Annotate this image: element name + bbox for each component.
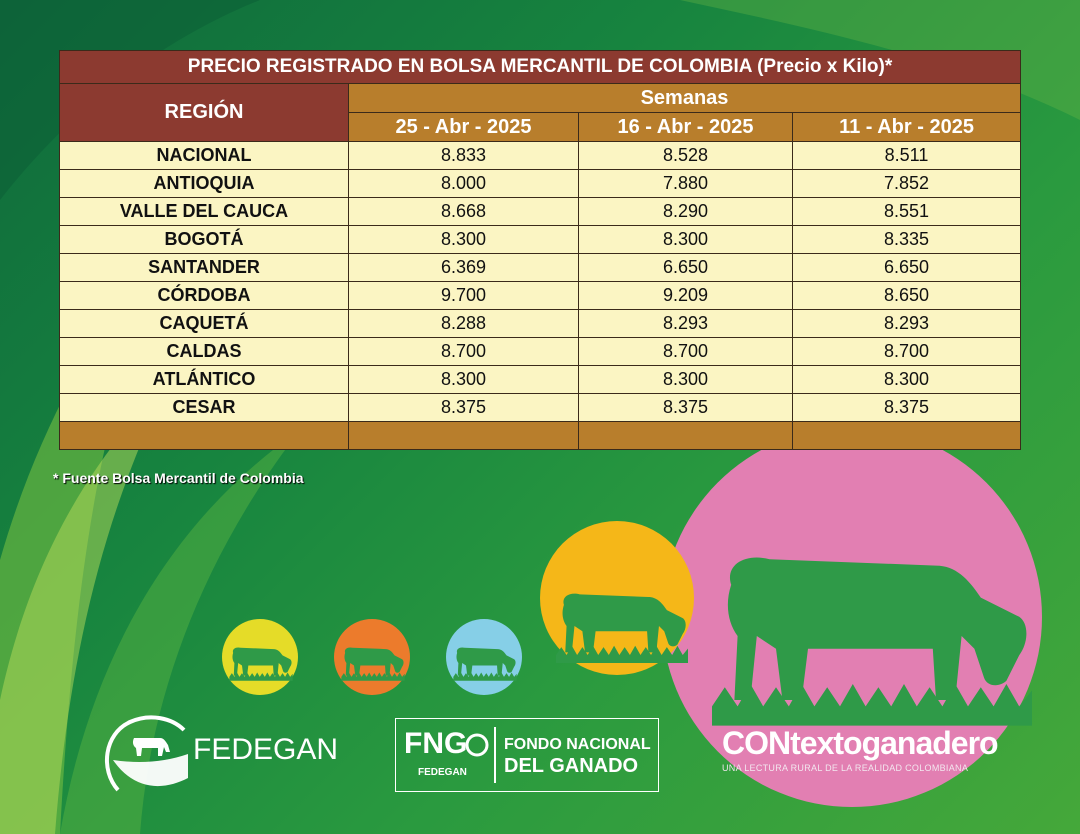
price-cell: 9.700 [348, 281, 579, 310]
price-cell: 8.300 [578, 365, 793, 394]
price-cell: 8.300 [791, 365, 1022, 394]
empty-cell [791, 421, 1022, 450]
price-cell: 8.375 [791, 393, 1022, 422]
price-cell: 8.375 [578, 393, 793, 422]
weeks-header: Semanas [347, 83, 1022, 113]
table-row: ATLÁNTICO 8.300 8.300 8.300 [59, 365, 1022, 394]
price-table: PRECIO REGISTRADO EN BOLSA MERCANTIL DE … [58, 50, 1022, 450]
fng-sub-text: FEDEGAN [418, 767, 467, 778]
date-header: 16 - Abr - 2025 [578, 112, 793, 142]
contexto-ganadero-tagline: UNA LECTURA RURAL DE LA REALIDAD COLOMBI… [722, 763, 969, 773]
price-cell: 8.293 [791, 309, 1022, 338]
region-cell: NACIONAL [59, 141, 349, 170]
price-cell: 8.700 [348, 337, 579, 366]
price-cell: 8.000 [348, 169, 579, 198]
price-cell: 8.375 [348, 393, 579, 422]
region-cell: ANTIOQUIA [59, 169, 349, 198]
table-title: PRECIO REGISTRADO EN BOLSA MERCANTIL DE … [58, 50, 1022, 84]
table-row: CAQUETÁ 8.288 8.293 8.293 [59, 309, 1022, 338]
price-cell: 7.880 [578, 169, 793, 198]
region-cell: SANTANDER [59, 253, 349, 282]
table-row: SANTANDER 6.369 6.650 6.650 [59, 253, 1022, 282]
empty-cell [348, 421, 579, 450]
region-cell: CALDAS [59, 337, 349, 366]
fng-name-line2: DEL GANADO [504, 755, 639, 777]
price-cell: 8.511 [791, 141, 1022, 170]
price-cell: 8.293 [578, 309, 793, 338]
price-cell: 6.369 [348, 253, 579, 282]
table-empty-row [59, 421, 1022, 450]
price-cell: 8.551 [791, 197, 1022, 226]
fng-logo: FNG FEDEGAN FONDO NACIONAL DEL GANADO [395, 718, 659, 792]
date-header: 11 - Abr - 2025 [791, 112, 1022, 142]
leaf-shape [60, 430, 300, 834]
table-row: ANTIOQUIA 8.000 7.880 7.852 [59, 169, 1022, 198]
price-cell: 8.300 [348, 225, 579, 254]
price-cell: 8.528 [578, 141, 793, 170]
fedegan-emblem-icon [104, 715, 188, 792]
fng-letters: FNG [404, 727, 468, 760]
price-cell: 8.335 [791, 225, 1022, 254]
price-cell: 8.700 [578, 337, 793, 366]
price-cell: 8.833 [348, 141, 579, 170]
empty-cell [59, 421, 349, 450]
fng-g-icon [465, 733, 489, 757]
price-cell: 8.300 [578, 225, 793, 254]
region-cell: CÓRDOBA [59, 281, 349, 310]
price-cell: 8.290 [578, 197, 793, 226]
source-footnote: * Fuente Bolsa Mercantil de Colombia [53, 470, 304, 486]
region-cell: CESAR [59, 393, 349, 422]
fng-divider [494, 727, 496, 783]
table-row: CALDAS 8.700 8.700 8.700 [59, 337, 1022, 366]
region-cell: ATLÁNTICO [59, 365, 349, 394]
contexto-ganadero-logo: CONtextoganadero [722, 725, 999, 761]
empty-cell [578, 421, 793, 450]
table-row: BOGOTÁ 8.300 8.300 8.335 [59, 225, 1022, 254]
table-row: NACIONAL 8.833 8.528 8.511 [59, 141, 1022, 170]
price-cell: 7.852 [791, 169, 1022, 198]
price-cell: 8.288 [348, 309, 579, 338]
price-cell: 8.700 [791, 337, 1022, 366]
region-cell: BOGOTÁ [59, 225, 349, 254]
region-header: REGIÓN [59, 83, 349, 142]
fng-name-line1: FONDO NACIONAL [504, 736, 651, 753]
table-row: VALLE DEL CAUCA 8.668 8.290 8.551 [59, 197, 1022, 226]
fedegan-logo-text: FEDEGAN [193, 733, 339, 766]
price-cell: 8.668 [348, 197, 579, 226]
price-cell: 8.300 [348, 365, 579, 394]
leaf-shape [680, 0, 1080, 120]
price-cell: 6.650 [791, 253, 1022, 282]
date-header: 25 - Abr - 2025 [348, 112, 579, 142]
price-cell: 8.650 [791, 281, 1022, 310]
table-row: CÓRDOBA 9.700 9.209 8.650 [59, 281, 1022, 310]
leaf-shape [0, 380, 170, 834]
price-cell: 9.209 [578, 281, 793, 310]
region-cell: CAQUETÁ [59, 309, 349, 338]
region-cell: VALLE DEL CAUCA [59, 197, 349, 226]
price-cell: 6.650 [578, 253, 793, 282]
table-row: CESAR 8.375 8.375 8.375 [59, 393, 1022, 422]
